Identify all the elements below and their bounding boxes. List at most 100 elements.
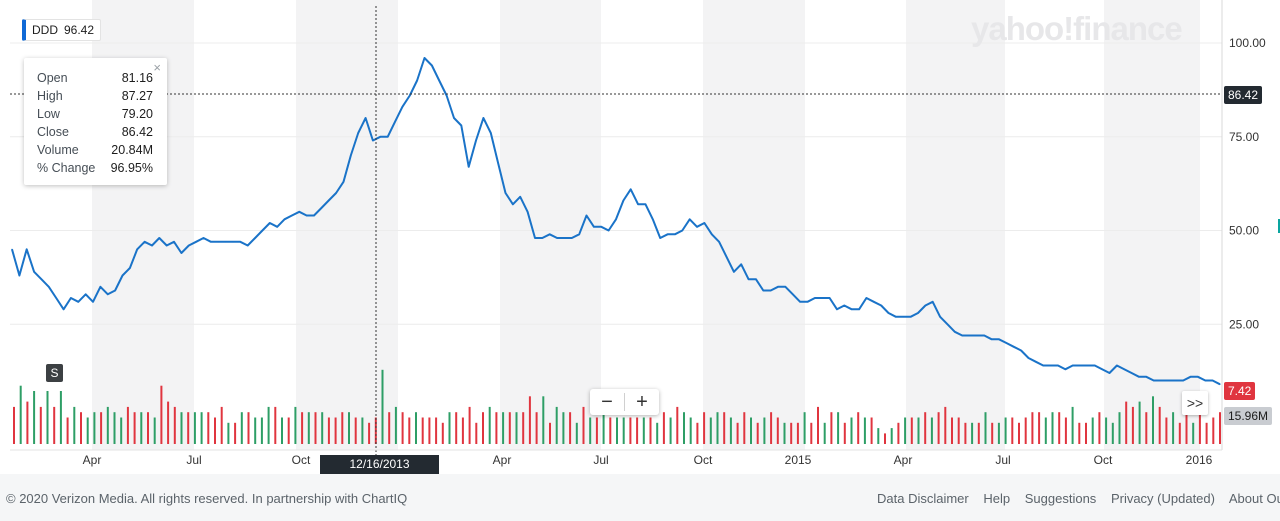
price-point xyxy=(600,226,602,228)
volume-bar xyxy=(642,417,645,444)
price-point xyxy=(232,241,234,243)
volume-bar xyxy=(830,412,833,444)
y-tick-label: 100.00 xyxy=(1229,36,1266,50)
volume-bar xyxy=(274,406,277,444)
footer-link-data-disclaimer[interactable]: Data Disclaimer xyxy=(877,491,969,506)
price-point xyxy=(1013,346,1015,348)
price-point xyxy=(298,211,300,213)
price-point xyxy=(969,334,971,337)
price-point xyxy=(283,218,286,220)
price-point xyxy=(924,304,927,307)
close-icon[interactable]: × xyxy=(153,60,161,75)
volume-bar xyxy=(1064,417,1067,444)
volume-bar xyxy=(455,412,458,444)
volume-bar xyxy=(622,417,625,444)
footer-link-about[interactable]: About Our... xyxy=(1228,491,1280,506)
volume-bar xyxy=(234,422,237,444)
panel-edge-handle[interactable] xyxy=(1278,219,1280,233)
volume-bar xyxy=(160,385,163,444)
volume-bar xyxy=(964,422,967,444)
price-point xyxy=(541,237,543,239)
volume-bar xyxy=(676,406,679,444)
price-point xyxy=(85,293,87,295)
volume-bar xyxy=(106,406,109,444)
volume-bar xyxy=(629,417,632,444)
volume-bar xyxy=(1098,412,1101,444)
price-point xyxy=(1042,364,1044,367)
price-point xyxy=(762,289,764,292)
volume-bar xyxy=(361,417,364,444)
x-tick-label: Oct xyxy=(292,453,311,467)
tooltip-value: 20.84M xyxy=(111,143,153,157)
volume-bar xyxy=(1071,406,1074,444)
price-point xyxy=(784,286,787,288)
footer-link-suggestions[interactable]: Suggestions xyxy=(1024,491,1097,506)
price-point xyxy=(497,162,499,164)
price-point xyxy=(681,229,683,232)
price-point xyxy=(387,136,389,138)
volume-bar xyxy=(790,422,793,444)
price-point xyxy=(225,241,227,243)
split-event-marker[interactable]: S xyxy=(46,364,63,382)
zoom-in-button[interactable]: + xyxy=(636,391,648,413)
volume-bar xyxy=(187,412,190,444)
volume-bar xyxy=(73,406,76,444)
volume-bar xyxy=(388,412,391,444)
volume-bar xyxy=(890,428,893,444)
volume-bar xyxy=(508,412,511,444)
price-point xyxy=(136,248,138,250)
volume-bar xyxy=(260,417,263,444)
volume-bar xyxy=(770,412,773,444)
volume-bar xyxy=(1205,422,1208,444)
price-point xyxy=(696,226,698,228)
volume-bar xyxy=(1004,417,1007,444)
price-point xyxy=(99,286,101,288)
x-tick-label: Jul xyxy=(186,453,201,467)
price-point xyxy=(1101,368,1103,370)
zoom-controls: − + xyxy=(590,389,659,415)
volume-bar xyxy=(26,401,29,444)
volume-bar xyxy=(435,417,438,444)
price-point xyxy=(173,241,175,243)
volume-bar xyxy=(1178,422,1181,444)
price-point xyxy=(379,136,381,138)
volume-bar xyxy=(582,406,585,444)
ohlc-tooltip: × Open 81.16 High 87.27 Low 79.20 Close … xyxy=(24,58,167,185)
volume-bar xyxy=(227,422,230,444)
ticker-symbol: DDD xyxy=(32,23,58,37)
price-point xyxy=(829,297,831,299)
zoom-out-button[interactable]: − xyxy=(601,391,613,413)
tooltip-label: Volume xyxy=(37,143,79,157)
volume-bar xyxy=(461,417,464,444)
ticker-legend[interactable]: DDD 96.42 xyxy=(22,19,102,41)
volume-bar xyxy=(126,406,129,444)
volume-bar xyxy=(910,417,913,444)
volume-bar xyxy=(743,412,746,444)
volume-bar xyxy=(475,422,478,444)
footer-link-privacy[interactable]: Privacy (Updated) xyxy=(1110,491,1215,506)
chart-canvas[interactable]: 100.00 75.00 50.00 25.00 Apr Jul Oct Apr Jul Oct 2… xyxy=(0,0,1280,474)
volume-bar xyxy=(167,401,170,444)
scroll-to-end-button[interactable]: >> xyxy=(1182,391,1208,415)
price-point xyxy=(873,301,875,303)
volume-bar xyxy=(997,422,1000,444)
volume-bar xyxy=(1172,412,1175,444)
tooltip-label: % Change xyxy=(37,161,96,175)
price-point xyxy=(475,139,477,142)
volume-bar xyxy=(1138,401,1141,444)
price-point xyxy=(401,106,403,108)
stock-chart[interactable]: 100.00 75.00 50.00 25.00 Apr Jul Oct Apr Jul Oct 2… xyxy=(0,0,1280,474)
tooltip-row-open: Open 81.16 xyxy=(37,69,153,87)
volume-bar xyxy=(723,412,726,444)
price-point xyxy=(667,233,669,235)
price-point xyxy=(674,233,676,235)
tooltip-label: Close xyxy=(37,125,69,139)
volume-bar xyxy=(616,417,618,444)
volume-bar xyxy=(736,422,739,444)
price-point xyxy=(144,241,146,243)
volume-bar xyxy=(823,422,826,444)
volume-bar xyxy=(602,412,605,444)
volume-bar xyxy=(1024,417,1027,444)
tooltip-value: 87.27 xyxy=(121,89,153,103)
footer-link-help[interactable]: Help xyxy=(983,491,1011,506)
